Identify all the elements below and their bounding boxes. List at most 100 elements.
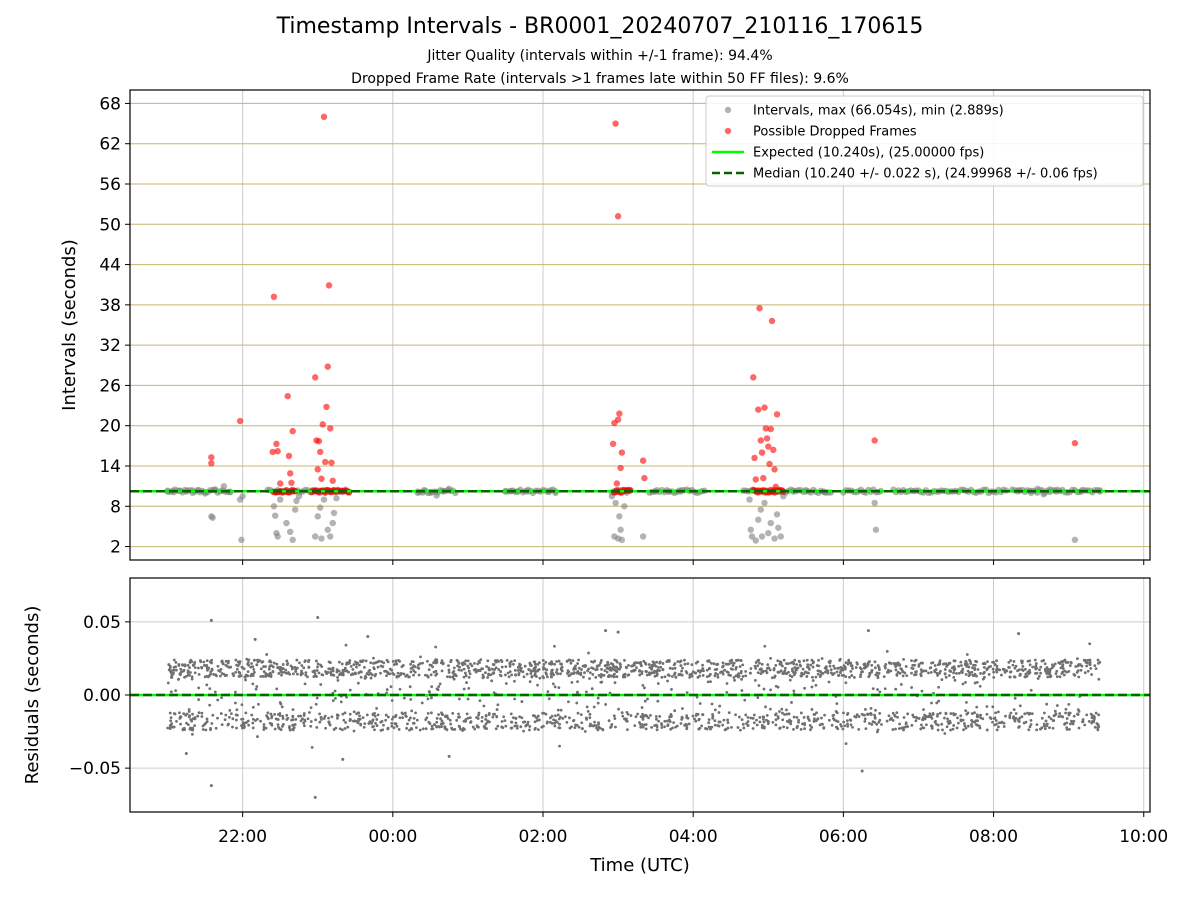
residual-point xyxy=(710,662,713,665)
residual-point xyxy=(614,725,617,729)
dropped-frame-point xyxy=(768,317,776,325)
residual-point xyxy=(719,671,722,674)
residual-point xyxy=(785,726,789,730)
residual-point xyxy=(382,723,385,727)
residual-point xyxy=(642,659,646,663)
residual-point xyxy=(550,721,554,725)
residual-point xyxy=(995,664,999,668)
residual-point xyxy=(315,659,318,663)
residual-point xyxy=(495,715,499,719)
residual-point xyxy=(823,666,827,670)
residual-point xyxy=(739,670,743,673)
residual-point xyxy=(758,720,762,724)
residual-point xyxy=(885,719,889,723)
residual-point xyxy=(223,718,227,722)
residual-point xyxy=(760,726,764,729)
residual-point xyxy=(979,713,983,717)
residual-point xyxy=(537,718,541,722)
residual-point xyxy=(565,720,569,724)
residual-point xyxy=(762,720,766,724)
residual-point xyxy=(829,671,833,675)
residual-point xyxy=(537,668,541,671)
residual-point xyxy=(319,716,323,719)
residual-point xyxy=(285,659,289,663)
residual-point xyxy=(1033,658,1037,662)
residual-point xyxy=(307,666,311,669)
residual-point xyxy=(469,720,473,724)
residual-point xyxy=(351,668,355,671)
residual-point xyxy=(717,724,721,728)
residual-point xyxy=(499,670,503,673)
residual-point xyxy=(355,665,358,669)
residual-point xyxy=(656,682,660,685)
residual-point xyxy=(1045,666,1049,669)
residual-point xyxy=(713,719,717,723)
dropped-frame-point xyxy=(750,374,757,381)
residual-point xyxy=(1067,702,1071,706)
residual-point xyxy=(1093,725,1097,729)
residual-point xyxy=(351,672,355,676)
residual-point xyxy=(271,669,275,673)
residual-outlier xyxy=(366,635,370,638)
residual-point xyxy=(604,703,608,706)
residual-point xyxy=(244,678,247,682)
residual-point xyxy=(683,658,686,662)
residual-point xyxy=(794,666,798,670)
residual-point xyxy=(262,723,266,726)
residual-point xyxy=(192,662,196,666)
residual-point xyxy=(300,664,304,667)
residual-point xyxy=(265,653,269,656)
residual-point xyxy=(623,717,626,721)
residual-point xyxy=(542,666,546,670)
residual-point xyxy=(354,660,357,664)
residual-point xyxy=(964,726,968,730)
residual-point xyxy=(590,687,594,691)
residual-point xyxy=(799,727,803,731)
residual-point xyxy=(994,719,998,722)
residual-point xyxy=(294,668,298,672)
residual-point xyxy=(645,673,649,677)
residual-point xyxy=(575,723,579,727)
residual-point xyxy=(607,673,611,677)
residual-point xyxy=(1026,670,1030,674)
residual-point xyxy=(812,719,816,723)
residual-point xyxy=(826,669,830,673)
residual-point xyxy=(481,667,485,671)
residual-point xyxy=(251,705,255,709)
residual-point xyxy=(846,719,849,723)
residual-point xyxy=(477,668,481,672)
dropped-frame-point xyxy=(641,474,648,482)
residual-point xyxy=(940,678,944,681)
residual-point xyxy=(408,728,411,732)
residual-point xyxy=(237,670,241,674)
residual-point xyxy=(915,670,918,674)
residual-point xyxy=(412,664,415,668)
residual-point xyxy=(178,711,181,715)
residual-point xyxy=(691,670,695,674)
residual-point xyxy=(170,722,174,726)
residual-point xyxy=(327,716,330,720)
residual-point xyxy=(1077,663,1081,666)
residual-point xyxy=(697,718,701,722)
residual-point xyxy=(474,667,477,671)
residual-point xyxy=(179,673,182,677)
residual-point xyxy=(462,667,466,671)
residual-point xyxy=(468,716,472,720)
residual-point xyxy=(712,662,716,666)
residual-point xyxy=(497,660,500,663)
residual-point xyxy=(471,725,475,729)
residual-point xyxy=(724,727,728,731)
residual-point xyxy=(409,670,413,674)
residual-point xyxy=(394,659,398,663)
residual-point xyxy=(410,709,414,713)
residual-point xyxy=(757,684,761,687)
residual-point xyxy=(1042,722,1046,726)
residual-point xyxy=(282,670,286,674)
residual-point xyxy=(172,668,176,672)
residual-point xyxy=(1047,715,1051,719)
residual-point xyxy=(477,713,480,717)
residual-point xyxy=(769,656,772,660)
residual-point xyxy=(813,713,817,716)
residual-point xyxy=(583,730,587,733)
residual-point xyxy=(239,674,243,678)
